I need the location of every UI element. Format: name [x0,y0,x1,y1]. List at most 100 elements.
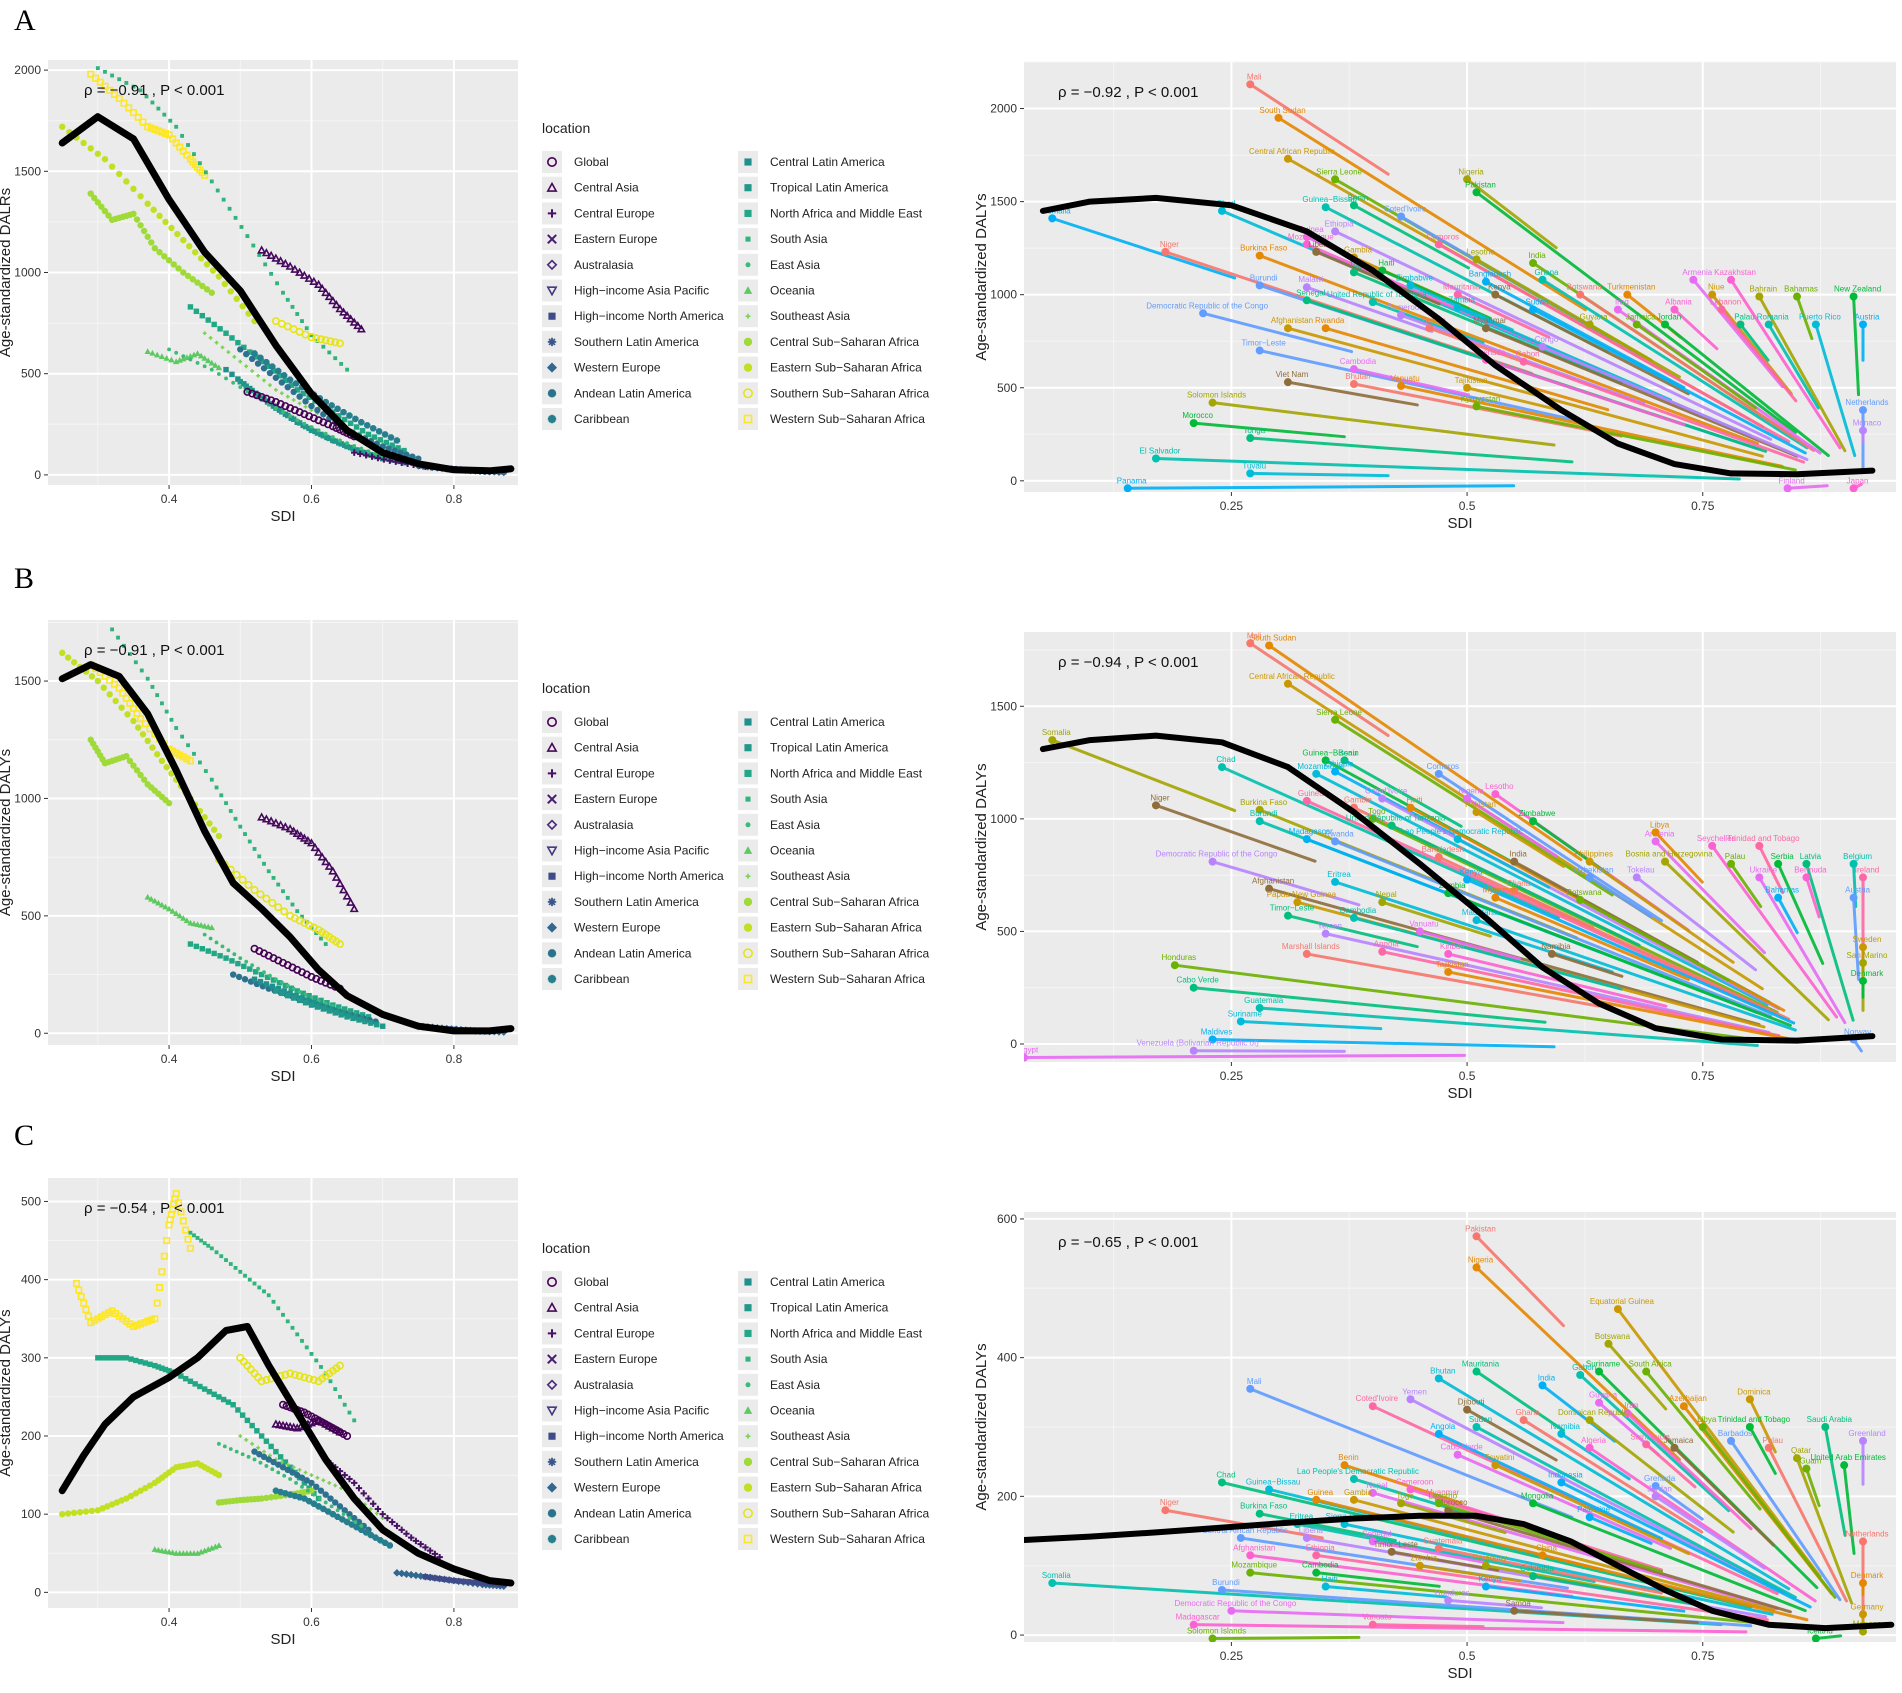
country-point [1349,913,1358,922]
data-point [106,86,114,94]
data-point [334,1513,341,1520]
country-point [1265,641,1274,650]
data-point [309,333,314,338]
data-point [279,1460,284,1464]
data-point [368,1507,373,1511]
data-point [321,336,330,345]
data-point [133,216,141,223]
country-point [1802,873,1811,882]
data-point [192,1381,198,1387]
data-point [340,408,347,416]
country-trajectory [1842,1463,1856,1555]
y-tick-label: 100 [21,1507,41,1521]
country-label: Angola [1374,940,1399,949]
country-trajectory [1192,986,1547,1024]
data-point [99,1355,106,1361]
country-trajectory [1814,322,1857,458]
legend-label: North Africa and Middle East [770,1326,923,1340]
country-timor-leste: Timor−Leste [1373,1540,1500,1572]
correlation-annotation: ρ = −0.65 , P < 0.001 [1058,1234,1198,1251]
country-label: Comoros [1427,762,1459,771]
legend-item: Tropical Latin America [738,176,889,199]
country-label: Austria [1855,312,1880,321]
country-gabon: Gabon [1572,1363,1731,1513]
data-point [151,245,159,252]
data-point [209,777,214,782]
country-zambia: Zambia [1448,296,1672,402]
legend-item: Southern Sub−Saharan Africa [738,942,929,965]
data-point [244,959,249,964]
country-equatorial-guinea: Equatorial Guinea [1590,1297,1822,1579]
data-point [422,1574,429,1580]
country-namibia: Namibia [1551,1422,1631,1481]
legend-key-plus-icon [547,769,557,778]
country-trajectory [1229,1609,1565,1625]
country-label: Coted'Ivoire [1384,205,1427,214]
country-trajectory [1305,285,1434,333]
data-point [352,443,357,448]
country-label: Tokelau [1627,865,1655,874]
legend-label: Andean Latin America [574,1506,692,1520]
y-tick-label: 0 [1010,1037,1017,1051]
country-qatar: Qatar [1791,1446,1853,1605]
data-point [385,445,392,452]
legend-key-square-icon [744,769,752,777]
x-tick-label: 0.75 [1691,1649,1715,1663]
country-burkina-faso: Burkina Faso [1240,1502,1397,1543]
data-point [327,350,332,355]
legend-item: North Africa and Middle East [738,202,923,225]
country-point [1463,175,1472,184]
legend-label: Central Asia [574,1301,639,1315]
y-tick-label: 0 [1010,474,1017,488]
data-point [205,317,211,323]
data-point [208,289,215,296]
data-point [436,1575,443,1582]
legend-key-square-icon [744,209,752,217]
data-point [309,1375,318,1384]
data-point [304,326,309,331]
country-trajectory [1380,900,1492,938]
data-point [243,1273,247,1278]
country-point [1302,835,1311,844]
country-point [1368,1620,1377,1629]
data-point [209,179,214,184]
data-point [368,451,374,458]
data-point [144,123,152,131]
country-trajectory [1559,1432,1631,1481]
data-point [306,1488,310,1493]
legend-key-plus-small-icon [745,1433,751,1439]
data-point [266,369,274,377]
country-indonesia: Indonesia [1548,1470,1812,1609]
country-point [1048,1579,1057,1588]
legend-item: Eastern Europe [542,228,658,251]
data-point [263,262,268,267]
country-point [1651,837,1660,846]
legend-label: Western Sub−Saharan Africa [770,1532,925,1546]
country-point [1481,324,1490,333]
data-point [214,340,219,345]
country-point [1755,292,1764,301]
country-label: Cabo Verde [1177,976,1220,985]
country-point [1283,378,1292,387]
country-armenia: Armenia [1645,829,1766,955]
country-trajectory [1757,875,1847,1025]
data-point [359,446,364,451]
country-label: Democratic Republic of the Congo [1174,1599,1296,1608]
data-point [153,351,161,358]
country-trajectory [1050,738,1237,813]
data-point [254,1428,260,1434]
data-point [387,434,395,441]
country-label: South Sudan [1259,106,1305,115]
country-label: Equatorial Guinea [1590,1297,1655,1306]
country-trajectory [1418,929,1522,961]
country-label: Ghana [1516,1408,1541,1417]
series-oceania [144,348,223,371]
country-label: Eritrea [1290,1512,1314,1521]
data-point [335,1508,340,1513]
country-trajectory [1248,82,1390,176]
country-point [1585,1416,1594,1425]
data-point [290,1370,299,1379]
data-point [116,635,120,640]
legend-label: Southern Latin America [574,335,699,349]
country-saint-lucia: Saint Lucia [1630,1432,1697,1489]
